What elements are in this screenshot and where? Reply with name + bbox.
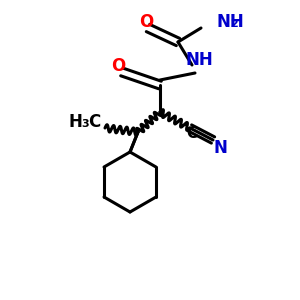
Text: N: N	[213, 139, 227, 157]
Text: NH: NH	[216, 13, 244, 31]
Text: 2: 2	[230, 19, 238, 29]
Text: C: C	[88, 113, 100, 131]
Text: NH: NH	[185, 51, 213, 69]
Text: O: O	[139, 13, 153, 31]
Text: H: H	[68, 113, 82, 131]
Text: O: O	[111, 57, 125, 75]
Text: C: C	[186, 125, 198, 140]
Text: 3: 3	[81, 119, 89, 129]
